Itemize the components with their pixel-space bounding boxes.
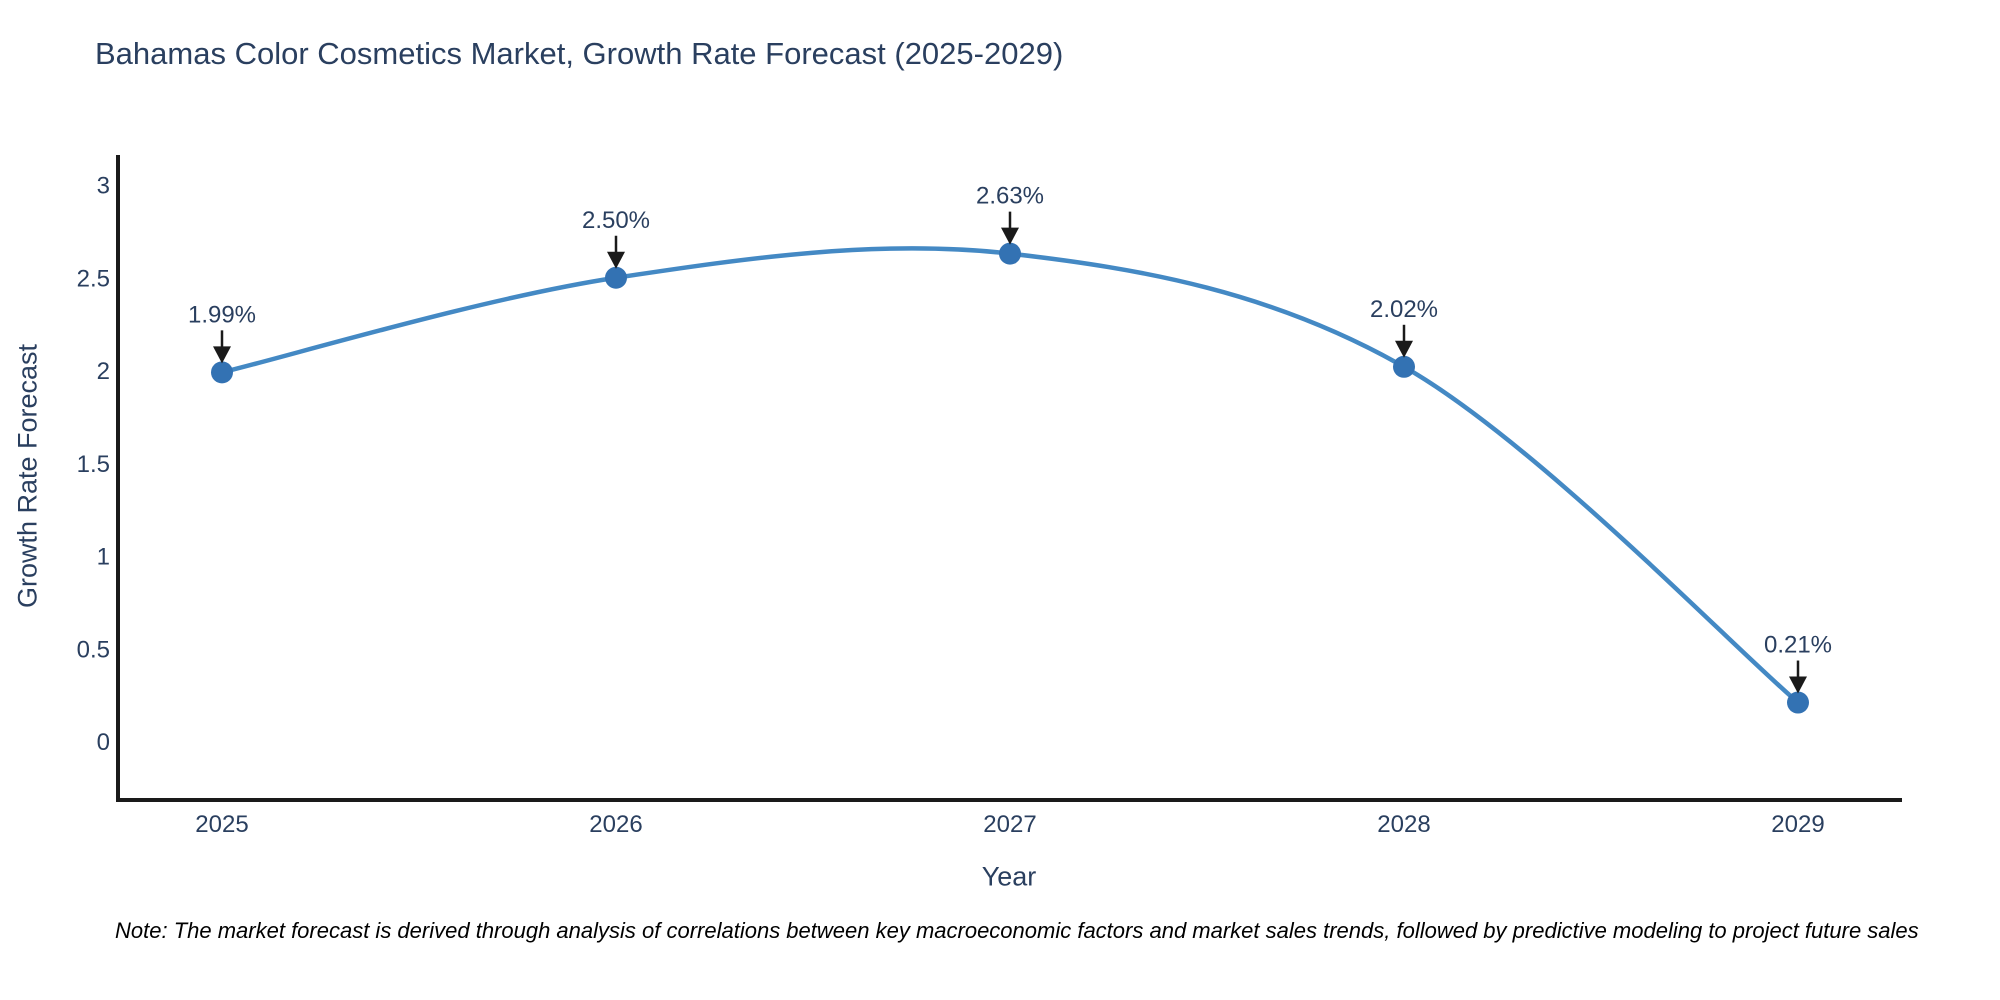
footnote: Note: The market forecast is derived thr… <box>115 918 1919 943</box>
annotation-arrowhead <box>213 346 231 364</box>
y-tick-label: 1.5 <box>77 451 110 478</box>
forecast-line <box>219 246 1801 705</box>
data-point-marker <box>1393 355 1415 378</box>
x-tick-label: 2029 <box>1771 811 1824 838</box>
annotation-arrowhead <box>1395 340 1413 358</box>
annotation-arrowhead <box>1001 227 1019 245</box>
data-point-marker <box>1787 691 1809 714</box>
chart-title: Bahamas Color Cosmetics Market, Growth R… <box>95 36 1064 71</box>
annotation-arrowhead <box>607 251 625 269</box>
annotation-value-label: 0.21% <box>1764 632 1832 659</box>
data-point-marker <box>605 266 627 289</box>
annotation-value-label: 2.63% <box>976 183 1044 210</box>
y-tick-label: 2 <box>97 358 110 385</box>
x-tick-label: 2025 <box>195 811 248 838</box>
annotation-value-label: 2.50% <box>582 207 650 234</box>
y-tick-label: 0 <box>97 729 110 756</box>
x-axis-title: Year <box>981 861 1037 892</box>
y-tick-label: 3 <box>97 173 110 200</box>
y-axis-title: Growth Rate Forecast <box>12 343 43 609</box>
axis-lines <box>116 155 1902 802</box>
annotation-value-label: 2.02% <box>1370 296 1438 323</box>
x-axis-tick-labels: 2025 2026 2027 2028 2029 <box>195 811 1824 838</box>
data-point-marker <box>999 242 1021 265</box>
annotation-arrowhead <box>1789 676 1807 694</box>
y-tick-label: 2.5 <box>77 265 110 292</box>
y-tick-label: 1 <box>97 544 110 571</box>
x-tick-label: 2028 <box>1377 811 1430 838</box>
data-point-marker <box>211 361 233 384</box>
data-point-markers <box>211 242 1809 714</box>
x-tick-label: 2027 <box>983 811 1036 838</box>
y-tick-label: 0.5 <box>77 636 110 663</box>
y-axis-tick-labels: 0 0.5 1 1.5 2 2.5 3 <box>77 173 110 757</box>
x-tick-label: 2026 <box>589 811 642 838</box>
annotation-value-label: 1.99% <box>188 301 256 328</box>
point-annotations: 1.99% 2.50% 2.63% 2.02% 0.21% <box>188 183 1832 694</box>
